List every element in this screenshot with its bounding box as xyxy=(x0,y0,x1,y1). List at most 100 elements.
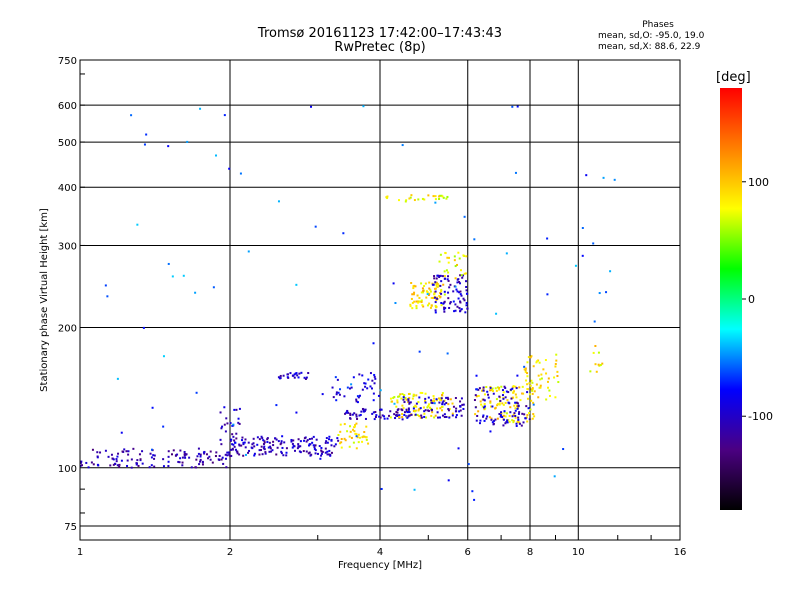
data-point xyxy=(555,353,558,356)
data-point xyxy=(408,402,411,405)
data-point xyxy=(539,378,542,381)
data-point xyxy=(334,443,337,446)
data-point xyxy=(455,407,458,410)
data-point xyxy=(281,446,284,449)
data-point xyxy=(373,375,376,378)
data-point xyxy=(401,404,404,407)
data-point xyxy=(310,105,313,108)
data-point xyxy=(504,387,507,390)
data-point xyxy=(272,444,275,447)
data-point xyxy=(241,439,244,442)
data-point xyxy=(511,105,514,108)
data-point xyxy=(228,167,231,170)
data-point xyxy=(464,311,467,314)
data-point xyxy=(335,399,338,402)
data-point xyxy=(491,421,494,424)
data-point xyxy=(511,419,514,422)
data-point xyxy=(531,386,534,389)
data-point xyxy=(407,392,410,395)
data-point xyxy=(454,285,457,288)
data-point xyxy=(352,441,355,444)
data-point xyxy=(447,261,450,264)
data-point xyxy=(514,385,517,388)
data-point xyxy=(479,400,482,403)
data-point xyxy=(454,265,457,268)
data-point xyxy=(517,412,520,415)
data-point xyxy=(223,423,226,426)
data-point xyxy=(537,359,540,362)
data-point xyxy=(381,414,384,417)
data-point xyxy=(514,393,517,396)
data-point xyxy=(410,413,413,416)
data-point xyxy=(442,283,445,286)
data-point xyxy=(505,421,508,424)
data-point xyxy=(467,463,470,466)
data-point xyxy=(230,454,233,457)
data-point xyxy=(336,378,339,381)
data-point xyxy=(546,293,549,296)
data-point xyxy=(416,294,419,297)
data-point xyxy=(428,287,431,290)
data-point xyxy=(501,402,504,405)
data-point xyxy=(490,417,493,420)
data-point xyxy=(132,447,135,450)
data-point xyxy=(263,448,266,451)
data-point xyxy=(355,447,358,450)
data-point xyxy=(537,374,540,377)
data-point xyxy=(427,396,430,399)
data-point xyxy=(79,461,82,464)
data-point xyxy=(439,274,442,277)
data-point xyxy=(459,409,462,412)
data-point xyxy=(460,274,463,277)
data-point xyxy=(475,374,478,377)
data-point xyxy=(264,451,267,454)
data-point xyxy=(424,392,427,395)
data-point xyxy=(528,382,531,385)
data-point xyxy=(120,459,123,462)
data-point xyxy=(511,386,514,389)
data-point xyxy=(280,442,283,445)
data-point xyxy=(344,412,347,415)
data-point xyxy=(500,412,503,415)
data-point xyxy=(267,446,270,449)
data-point xyxy=(388,414,391,417)
data-point xyxy=(415,402,418,405)
data-point xyxy=(293,376,296,379)
data-point xyxy=(407,398,410,401)
data-point xyxy=(366,387,369,390)
data-point xyxy=(515,422,518,425)
data-point xyxy=(201,461,204,464)
data-point xyxy=(126,464,129,467)
data-point xyxy=(452,290,455,293)
data-point xyxy=(229,422,232,425)
data-point xyxy=(346,430,349,433)
data-point xyxy=(516,407,519,410)
data-point xyxy=(512,391,515,394)
data-point xyxy=(516,374,519,377)
data-point xyxy=(225,417,228,420)
data-point xyxy=(463,272,466,275)
data-point xyxy=(413,300,416,303)
data-point xyxy=(325,440,328,443)
data-point xyxy=(223,406,226,409)
data-point xyxy=(419,416,422,419)
data-point xyxy=(289,372,292,375)
data-point xyxy=(219,411,222,414)
data-point xyxy=(459,290,462,293)
data-point xyxy=(434,195,437,198)
data-point xyxy=(436,407,439,410)
data-point xyxy=(171,275,174,278)
data-point xyxy=(141,450,144,453)
data-point xyxy=(529,384,532,387)
data-point xyxy=(482,398,485,401)
data-point xyxy=(258,438,261,441)
data-point xyxy=(492,422,495,425)
data-point xyxy=(524,370,527,373)
data-point xyxy=(203,452,206,455)
data-point xyxy=(355,415,358,418)
data-point xyxy=(327,438,330,441)
data-point xyxy=(297,376,300,379)
data-point xyxy=(87,466,90,469)
data-point xyxy=(544,359,547,362)
data-point xyxy=(447,398,450,401)
